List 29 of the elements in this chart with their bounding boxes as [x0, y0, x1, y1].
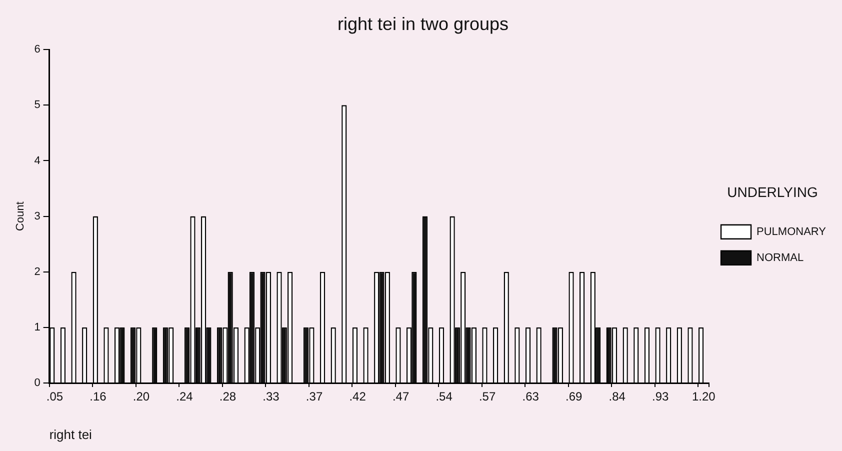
x-tick-label: .47: [392, 390, 410, 404]
x-tick-label: .16: [90, 390, 107, 404]
x-tick-label: .57: [478, 390, 496, 404]
x-tick-label: .20: [132, 390, 150, 404]
x-tick-label: .63: [522, 390, 540, 404]
y-tick-label: 5: [34, 99, 40, 112]
x-tick-label: .54: [436, 390, 453, 404]
y-tick-label: 6: [34, 44, 40, 56]
x-tick-label: .05: [46, 390, 64, 404]
x-tick-label: .84: [608, 390, 626, 404]
x-tick-label: .28: [219, 390, 236, 404]
legend-label: NORMAL: [756, 252, 804, 264]
x-tick-label: 1.20: [692, 390, 716, 404]
y-tick-label: 1: [34, 321, 40, 334]
x-tick-label: .24: [176, 390, 194, 404]
x-tick-label: .33: [262, 390, 280, 404]
x-tick-label: .37: [306, 390, 323, 404]
y-tick-label: 4: [34, 154, 40, 167]
y-tick-label: 3: [34, 210, 40, 222]
y-tick-label: 0: [34, 377, 40, 390]
legend-label: PULMONARY: [756, 226, 827, 238]
y-tick-label: 2: [34, 266, 40, 278]
legend-title: UNDERLYING: [727, 184, 818, 200]
y-axis-title: Count: [14, 202, 27, 231]
x-tick-label: .93: [652, 390, 670, 404]
x-tick-label: .69: [565, 390, 582, 404]
x-axis-title: right tei: [49, 426, 92, 442]
chart-title: right tei in two groups: [337, 14, 509, 34]
x-tick-label: .42: [349, 390, 366, 404]
